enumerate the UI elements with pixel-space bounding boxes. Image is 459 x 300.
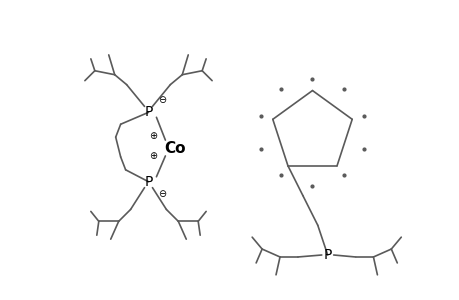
Text: P: P: [323, 248, 331, 262]
Text: ⊕: ⊕: [149, 151, 157, 161]
Text: P: P: [144, 105, 152, 119]
Text: Co: Co: [164, 140, 186, 155]
Text: ⊖: ⊖: [158, 189, 166, 199]
Text: P: P: [144, 175, 152, 189]
Text: ⊖: ⊖: [158, 95, 166, 106]
Text: ⊕: ⊕: [149, 131, 157, 141]
